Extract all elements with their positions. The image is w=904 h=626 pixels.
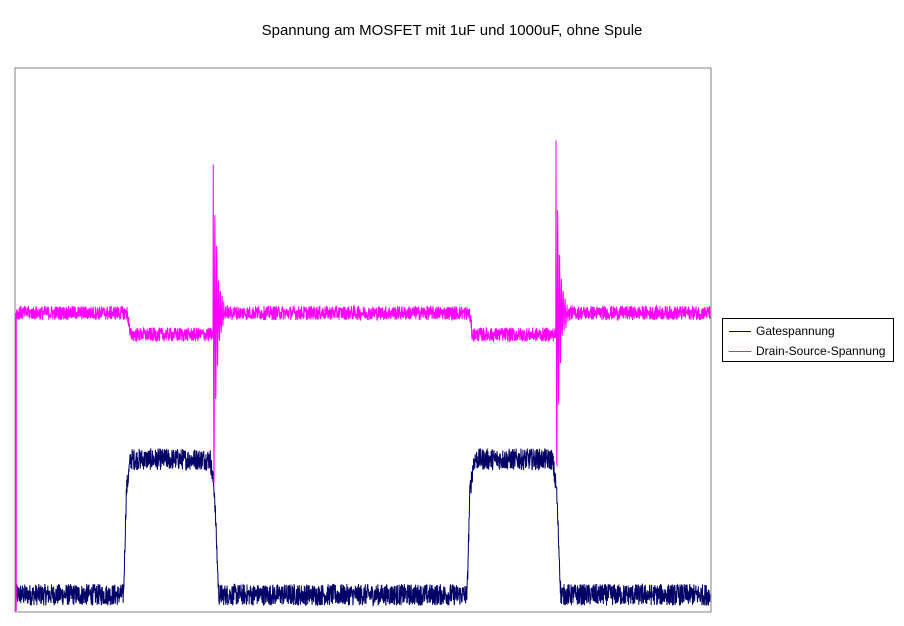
series-line-gatespannung <box>15 448 711 607</box>
series-layer <box>15 140 711 611</box>
legend-swatch-gatespannung <box>729 330 751 332</box>
chart-title: Spannung am MOSFET mit 1uF und 1000uF, o… <box>261 22 643 39</box>
legend-label-gatespannung: Gatespannung <box>756 324 835 338</box>
legend-entry-drain-source-spannung: Drain-Source-Spannung <box>729 343 885 359</box>
legend: Gatespannung Drain-Source-Spannung <box>722 318 894 362</box>
legend-entry-gatespannung: Gatespannung <box>729 323 835 339</box>
legend-label-drain-source-spannung: Drain-Source-Spannung <box>756 344 886 358</box>
plot-area <box>14 67 712 613</box>
legend-swatch-drain-source-spannung <box>729 350 751 352</box>
series-line-drain-source-spannung <box>15 140 711 485</box>
